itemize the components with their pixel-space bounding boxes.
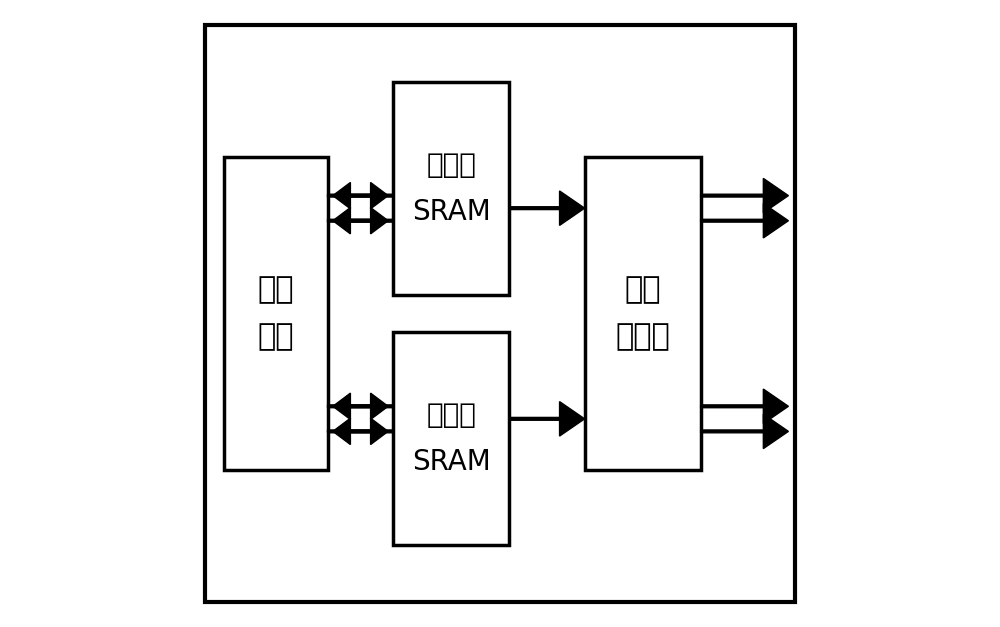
FancyArrow shape <box>701 414 788 449</box>
Bar <box>224 157 328 470</box>
FancyArrow shape <box>328 393 388 419</box>
FancyArrow shape <box>333 393 393 419</box>
Text: 像素: 像素 <box>624 275 661 305</box>
FancyArrow shape <box>328 208 388 234</box>
Text: 双端口: 双端口 <box>426 150 476 179</box>
FancyArrow shape <box>333 182 393 209</box>
FancyArrow shape <box>328 182 388 209</box>
Bar <box>393 82 509 295</box>
Text: 操作: 操作 <box>258 322 294 352</box>
FancyArrow shape <box>333 418 393 445</box>
FancyArrow shape <box>509 191 585 225</box>
Text: SRAM: SRAM <box>412 448 491 477</box>
FancyArrow shape <box>701 203 788 238</box>
Bar <box>393 332 509 545</box>
FancyArrow shape <box>333 208 393 234</box>
Text: SRAM: SRAM <box>412 198 491 226</box>
Text: 解包器: 解包器 <box>615 322 670 352</box>
Text: 双端口: 双端口 <box>426 401 476 429</box>
Bar <box>585 157 701 470</box>
FancyArrow shape <box>701 179 788 213</box>
FancyArrow shape <box>328 418 388 445</box>
Text: 总线: 总线 <box>258 275 294 305</box>
FancyArrow shape <box>701 389 788 424</box>
FancyArrow shape <box>509 401 585 436</box>
